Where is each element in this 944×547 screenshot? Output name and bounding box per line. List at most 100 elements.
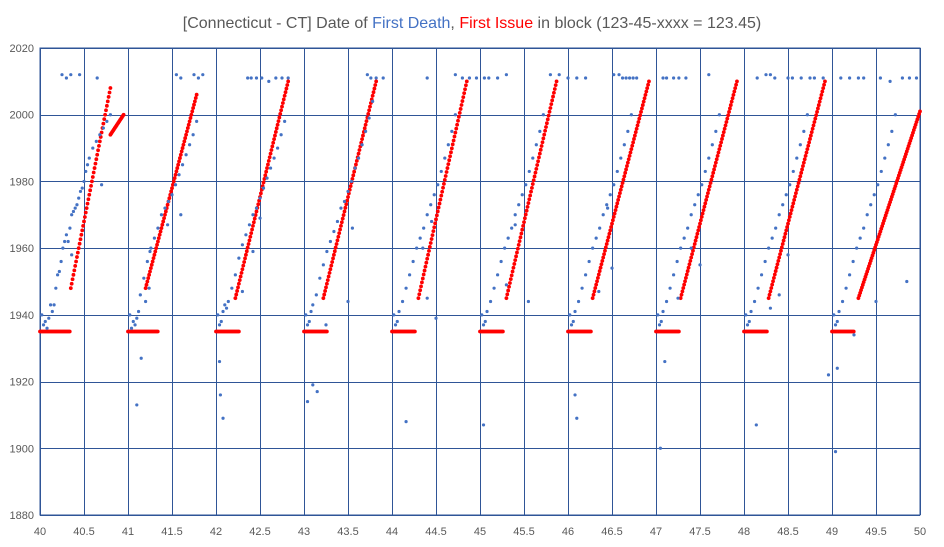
first-issue-point [178,152,183,157]
first-issue-point [157,232,162,237]
first-death-point [408,273,412,277]
first-death-point [94,139,98,143]
first-issue-point [95,152,100,157]
first-issue-point [424,260,429,265]
first-issue-point [75,250,80,255]
first-issue-point [457,110,462,115]
first-issue-point [156,239,160,244]
first-issue-point [612,211,617,216]
first-issue-point [599,262,604,267]
first-issue-point [700,211,705,216]
first-death-point [513,223,517,227]
first-issue-point [176,162,181,167]
first-death-point [276,146,280,150]
first-death-point [575,76,579,80]
first-issue-point [194,92,199,97]
first-issue-point [543,128,548,133]
first-issue-point [770,282,775,287]
first-issue-point [432,225,437,230]
first-death-point [71,209,76,214]
first-death-point [80,186,84,190]
first-death-point [349,179,354,184]
first-issue-point [544,121,549,126]
first-issue-point [442,178,447,182]
first-issue-point [235,289,240,293]
first-issue-point [776,259,781,263]
first-issue-point [819,93,824,97]
first-issue-point [238,274,243,279]
first-issue-point [285,83,290,87]
first-death-point [439,169,443,174]
first-issue-point [143,286,148,291]
first-issue-point [629,147,634,152]
first-issue-point [192,99,197,104]
first-death-point [392,313,396,317]
first-death-point [100,183,104,187]
first-death-point [280,76,284,80]
first-death-point [318,276,322,280]
first-death-point [60,73,64,77]
first-issue-point [812,120,817,124]
first-death-point [833,450,838,454]
y-tick-label: 1940 [10,310,34,322]
first-issue-point [360,137,364,142]
first-death-point [108,113,112,117]
first-death-point [900,76,905,80]
first-death-point [531,156,535,160]
first-death-point [309,309,313,314]
first-issue-point [518,235,523,240]
first-issue-point [719,140,724,145]
first-death-point [335,219,340,224]
first-issue-point [321,296,326,301]
first-issue-point [694,235,699,240]
first-issue-point [643,93,648,97]
first-death-point [914,76,919,80]
first-issue-point [644,89,649,94]
first-issue-point [594,282,599,287]
x-tick-label: 47 [650,526,662,538]
first-death-point [365,73,369,77]
first-issue-point [773,269,778,273]
first-death-point [907,76,912,80]
first-issue-point [270,144,275,149]
first-death-point [689,246,693,250]
first-death-point [429,203,433,207]
first-issue-point [333,245,338,250]
first-death-point [700,183,704,187]
first-death-point [893,113,897,117]
first-issue-point [510,269,515,274]
first-death-point [679,246,683,250]
first-death-point [504,73,508,77]
title-part-0: [Connecticut - CT] Date of [183,15,372,32]
first-issue-point [84,206,89,211]
first-issue-point [364,119,369,124]
first-death-point [436,183,440,187]
first-issue-point [252,216,257,221]
first-issue-point [169,189,174,194]
first-issue-point [286,79,291,84]
first-issue-point [184,132,188,137]
first-issue-point [88,188,93,193]
first-death-point [799,76,803,80]
first-issue-point [154,246,159,251]
first-issue-point [258,191,263,196]
first-issue-point [590,296,595,301]
x-tick-label: 49.5 [865,526,886,538]
first-issue-point [342,209,347,214]
first-death-point [869,203,873,207]
first-death-point [703,169,707,174]
first-issue-point [189,112,194,117]
first-issue-point [412,329,417,334]
first-issue-point [335,238,340,243]
first-issue-point [546,113,551,118]
first-issue-point [444,170,449,174]
first-issue-point [608,228,613,233]
first-issue-point [505,292,510,297]
first-death-point [481,423,486,427]
first-death-point [267,79,271,83]
x-tick-label: 40 [34,526,46,538]
first-issue-point [816,106,820,111]
first-death-point [664,76,669,80]
first-issue-point [366,111,371,116]
first-death-point [360,143,364,147]
